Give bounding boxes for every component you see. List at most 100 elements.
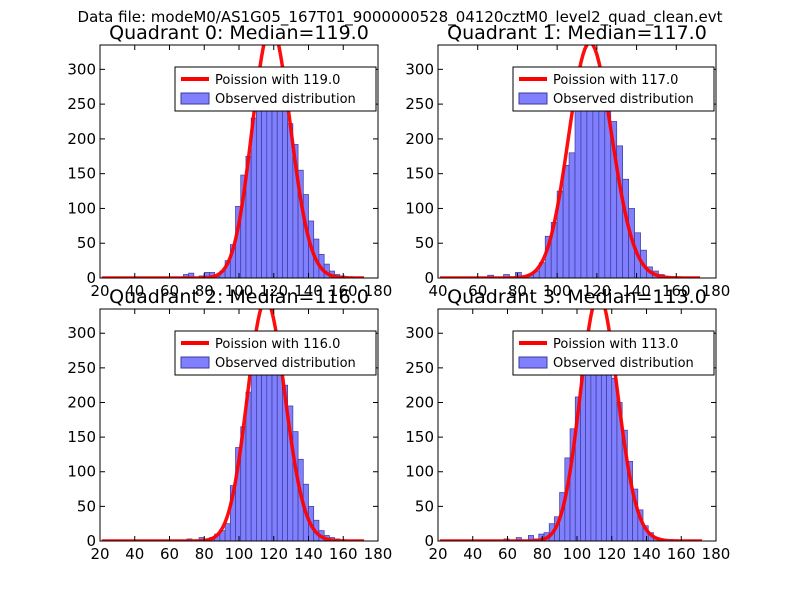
x-tick-label: 60 (468, 282, 487, 300)
x-tick-label: 20 (90, 282, 109, 300)
histogram-bar (574, 110, 582, 278)
poisson-curve (101, 309, 365, 541)
y-tick-label: 300 (405, 60, 434, 78)
y-tick-label: 100 (67, 463, 96, 481)
figure-suptitle: Data file: modeM0/AS1G05_167T01_90000005… (77, 8, 723, 26)
legend: Poission with 117.0 Observed distribution (512, 66, 715, 112)
plot-area (439, 45, 701, 278)
x-tick-label: 180 (364, 282, 393, 300)
histogram-bar (598, 82, 606, 278)
legend-bar-swatch (518, 92, 548, 105)
x-tick-label: 140 (632, 545, 661, 563)
histogram-bar (585, 357, 592, 541)
legend: Poission with 119.0 Observed distribution (174, 66, 377, 112)
x-tick-label: 40 (428, 282, 447, 300)
histogram-bar (606, 359, 613, 541)
y-tick-label: 0 (424, 532, 434, 550)
histogram-bar (224, 523, 231, 541)
histogram-bar (256, 105, 262, 278)
histogram-bar (188, 272, 195, 278)
y-tick-label: 300 (67, 60, 96, 78)
legend-entry-observed: Observed distribution (553, 356, 694, 371)
y-tick-label: 50 (415, 234, 434, 252)
x-tick-label: 160 (667, 545, 696, 563)
x-tick-label: 60 (160, 282, 179, 300)
y-tick-label: 150 (67, 165, 96, 183)
x-tick-label: 160 (662, 282, 691, 300)
x-tick-label: 80 (508, 282, 527, 300)
histogram-bar (266, 346, 273, 541)
y-tick-label: 200 (405, 393, 434, 411)
panel-title: Quadrant 2: Median=116.0 (109, 286, 369, 308)
x-tick-label: 100 (225, 545, 254, 563)
x-tick-label: 160 (329, 545, 358, 563)
y-tick-label: 50 (77, 497, 96, 515)
x-tick-label: 60 (160, 545, 179, 563)
plot-area (101, 45, 365, 278)
y-tick-label: 250 (67, 359, 96, 377)
x-tick-label: 100 (225, 282, 254, 300)
y-tick-label: 250 (405, 359, 434, 377)
x-tick-label: 180 (364, 545, 393, 563)
poisson-curve (101, 45, 365, 278)
histogram-bar (250, 367, 257, 541)
y-tick-label: 250 (405, 95, 434, 113)
legend-entry-poisson: Poission with 119.0 (215, 73, 340, 88)
y-tick-label: 0 (424, 269, 434, 287)
x-tick-label: 100 (563, 545, 592, 563)
x-tick-label: 120 (583, 282, 612, 300)
x-tick-label: 80 (195, 545, 214, 563)
histogram-bar (590, 346, 597, 541)
x-tick-label: 20 (428, 545, 447, 563)
y-tick-label: 200 (67, 393, 96, 411)
legend-entry-observed: Observed distribution (215, 92, 356, 107)
legend: Poission with 113.0 Observed distribution (512, 330, 715, 376)
x-tick-label: 40 (463, 545, 482, 563)
x-tick-label: 120 (259, 282, 288, 300)
y-tick-label: 200 (405, 130, 434, 148)
x-tick-label: 180 (702, 545, 731, 563)
panel-title: Quadrant 3: Median=113.0 (447, 286, 707, 308)
y-tick-label: 50 (415, 497, 434, 515)
quadrant-0-panel: 20 40 60 80 100 120 140 160 180 0 50 100 150 200 250 30… (67, 22, 392, 300)
x-tick-label: 140 (622, 282, 651, 300)
histogram-bar (568, 152, 576, 278)
histogram-bar (282, 102, 289, 278)
poisson-curve (439, 45, 701, 278)
y-tick-label: 50 (77, 234, 96, 252)
plot-area (101, 309, 365, 541)
quadrant-2-panel: 20 40 60 80 100 120 140 160 180 0 50 100 150 200 250 30… (67, 286, 392, 563)
y-tick-label: 100 (405, 199, 434, 217)
x-tick-label: 60 (498, 545, 517, 563)
y-tick-label: 200 (67, 130, 96, 148)
legend-entry-poisson: Poission with 113.0 (553, 337, 678, 352)
legend-entry-poisson: Poission with 117.0 (553, 73, 678, 88)
y-tick-label: 300 (405, 324, 434, 342)
x-tick-label: 80 (195, 282, 214, 300)
legend-bar-swatch (180, 356, 210, 369)
histogram-bar (611, 377, 618, 541)
poisson-curve (439, 309, 703, 541)
x-tick-label: 40 (125, 282, 144, 300)
y-tick-label: 300 (67, 324, 96, 342)
x-tick-label: 160 (329, 282, 358, 300)
x-tick-label: 140 (294, 282, 323, 300)
panel-title: Quadrant 1: Median=117.0 (447, 22, 707, 44)
x-tick-label: 180 (702, 282, 731, 300)
histogram-bar (586, 89, 594, 278)
y-tick-label: 150 (405, 428, 434, 446)
panel-title: Quadrant 0: Median=119.0 (109, 22, 369, 44)
legend: Poission with 116.0 Observed distribution (174, 330, 377, 376)
y-tick-label: 150 (67, 428, 96, 446)
quadrant-3-panel: 20 40 60 80 100 120 140 160 180 0 50 100 150 200 250 30… (405, 286, 730, 563)
histogram-bar (515, 272, 522, 278)
y-tick-label: 0 (86, 269, 96, 287)
y-tick-label: 100 (67, 199, 96, 217)
histogram-bar (580, 96, 588, 278)
histogram-bar (271, 350, 278, 541)
x-tick-label: 100 (543, 282, 572, 300)
x-tick-label: 20 (90, 545, 109, 563)
legend-bar-swatch (518, 356, 548, 369)
legend-entry-poisson: Poission with 116.0 (215, 337, 340, 352)
